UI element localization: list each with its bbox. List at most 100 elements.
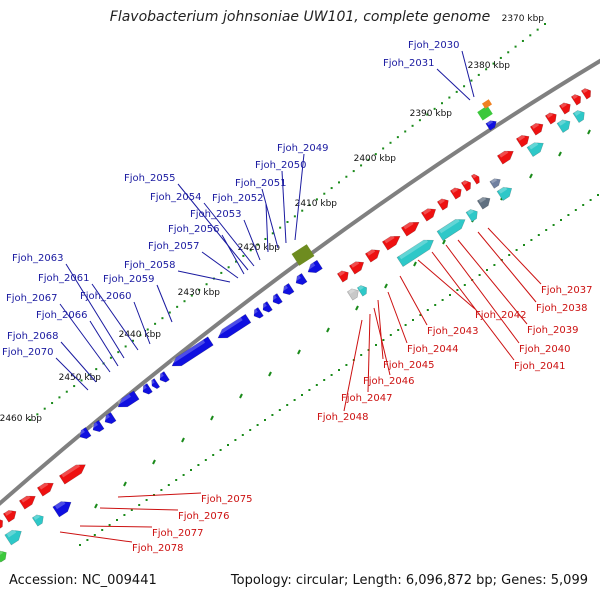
leader-line bbox=[343, 319, 363, 412]
outer-dot bbox=[235, 260, 237, 263]
gene-label: Fjoh_2070 bbox=[2, 347, 53, 358]
inner-dot bbox=[108, 524, 111, 526]
leader-line bbox=[91, 283, 139, 351]
outer-dot bbox=[418, 119, 421, 122]
inner-dot bbox=[182, 474, 185, 476]
leader-line bbox=[177, 183, 249, 271]
outer-dot bbox=[132, 339, 134, 342]
outer-dot bbox=[264, 237, 267, 240]
outer-dot bbox=[190, 294, 193, 297]
plus-strand-gene bbox=[18, 494, 36, 510]
minus-strand-gene bbox=[91, 420, 105, 433]
leader-line bbox=[99, 507, 179, 511]
outer-dot bbox=[477, 73, 480, 76]
inner-dot bbox=[145, 499, 148, 501]
inner-dot bbox=[397, 329, 400, 331]
leader-line bbox=[203, 202, 255, 267]
inner-dot bbox=[293, 399, 296, 401]
gene-label: Fjoh_2051 bbox=[235, 178, 286, 189]
scale-tick-label: 2370 kbp bbox=[502, 14, 545, 24]
inner-dot bbox=[234, 439, 237, 441]
outer-dot bbox=[441, 102, 443, 105]
inner-dot bbox=[116, 519, 118, 521]
outer-dot bbox=[463, 85, 466, 88]
minus-strand-gene bbox=[306, 259, 323, 274]
outer-dot bbox=[58, 396, 61, 399]
plus-strand-gene bbox=[400, 221, 420, 237]
gene-label: Fjoh_2067 bbox=[6, 293, 57, 304]
outer-dot bbox=[176, 305, 179, 308]
outer-dot bbox=[470, 79, 473, 82]
inner-dot bbox=[589, 199, 592, 201]
plus-strand-gene bbox=[336, 270, 349, 283]
outer-dot bbox=[29, 419, 31, 421]
leader-line bbox=[261, 188, 279, 249]
outer-dot bbox=[286, 221, 289, 223]
inner-dot bbox=[101, 529, 104, 531]
outer-dot bbox=[426, 113, 429, 116]
minus-strand-gene bbox=[141, 383, 153, 395]
scale-tick-label: 2450 kbp bbox=[59, 373, 102, 383]
plus-strand-gene bbox=[544, 112, 557, 125]
minus-strand-gene bbox=[149, 378, 161, 390]
scale-dash bbox=[181, 437, 185, 443]
leader-line bbox=[243, 219, 261, 261]
leader-line bbox=[431, 251, 515, 361]
outer-dot bbox=[521, 39, 524, 42]
leader-line bbox=[60, 341, 97, 383]
scale-tick-label: 2430 kbp bbox=[178, 288, 221, 298]
inner-dot bbox=[219, 449, 222, 451]
inner-dot bbox=[523, 244, 525, 246]
plus-strand-gene bbox=[570, 93, 581, 106]
gene-label: Fjoh_2077 bbox=[152, 528, 203, 539]
outer-dot bbox=[389, 141, 392, 144]
leader-line bbox=[399, 275, 428, 326]
inner-dot bbox=[338, 369, 340, 371]
outer-dot bbox=[352, 170, 355, 173]
leader-line bbox=[177, 270, 231, 283]
inner-dot bbox=[486, 269, 488, 271]
outer-dot bbox=[338, 181, 340, 184]
inner-dot bbox=[560, 219, 562, 221]
gene-label: Fjoh_2043 bbox=[427, 326, 478, 337]
gene-label: Fjoh_2040 bbox=[519, 344, 570, 355]
inner-dot bbox=[515, 249, 518, 251]
inner-dot bbox=[249, 429, 252, 431]
gene-label: Fjoh_2059 bbox=[103, 274, 154, 285]
inner-dot bbox=[426, 309, 429, 311]
inner-dot bbox=[93, 534, 96, 536]
plus-strand-gene-grey bbox=[346, 288, 359, 301]
inner-dot bbox=[86, 539, 89, 541]
gene-label: Fjoh_2058 bbox=[124, 260, 175, 271]
inner-dot bbox=[301, 394, 303, 396]
inner-dot bbox=[434, 304, 437, 306]
plus-strand-gene-alt bbox=[496, 186, 513, 201]
inner-dot bbox=[375, 344, 377, 346]
scale-tick-label: 2390 kbp bbox=[410, 109, 453, 119]
leader-line bbox=[221, 234, 245, 275]
leader-line bbox=[55, 357, 89, 391]
gene-label: Fjoh_2042 bbox=[475, 310, 526, 321]
minus-strand-gene bbox=[485, 119, 497, 131]
outer-dot bbox=[73, 385, 76, 388]
inner-dot bbox=[552, 224, 555, 226]
scale-tick-label: 2420 kbp bbox=[238, 243, 281, 253]
minus-strand-gene bbox=[281, 283, 295, 296]
outer-dot bbox=[323, 192, 326, 195]
scale-dash bbox=[210, 415, 214, 421]
plus-strand-gene bbox=[470, 173, 480, 185]
scale-tick-label: 2460 kbp bbox=[0, 414, 42, 424]
outer-dot bbox=[51, 402, 54, 405]
scale-dash bbox=[587, 129, 591, 135]
inner-dot bbox=[530, 239, 533, 241]
inner-dot bbox=[264, 419, 266, 421]
highlight-gene bbox=[0, 550, 7, 563]
plus-strand-gene bbox=[2, 509, 17, 523]
plus-strand-gene bbox=[529, 122, 544, 136]
inner-dot bbox=[167, 484, 170, 486]
outer-dot bbox=[514, 45, 517, 48]
leader-line bbox=[89, 320, 119, 367]
scale-tick-label: 2380 kbp bbox=[468, 61, 511, 71]
inner-dot bbox=[478, 274, 481, 276]
